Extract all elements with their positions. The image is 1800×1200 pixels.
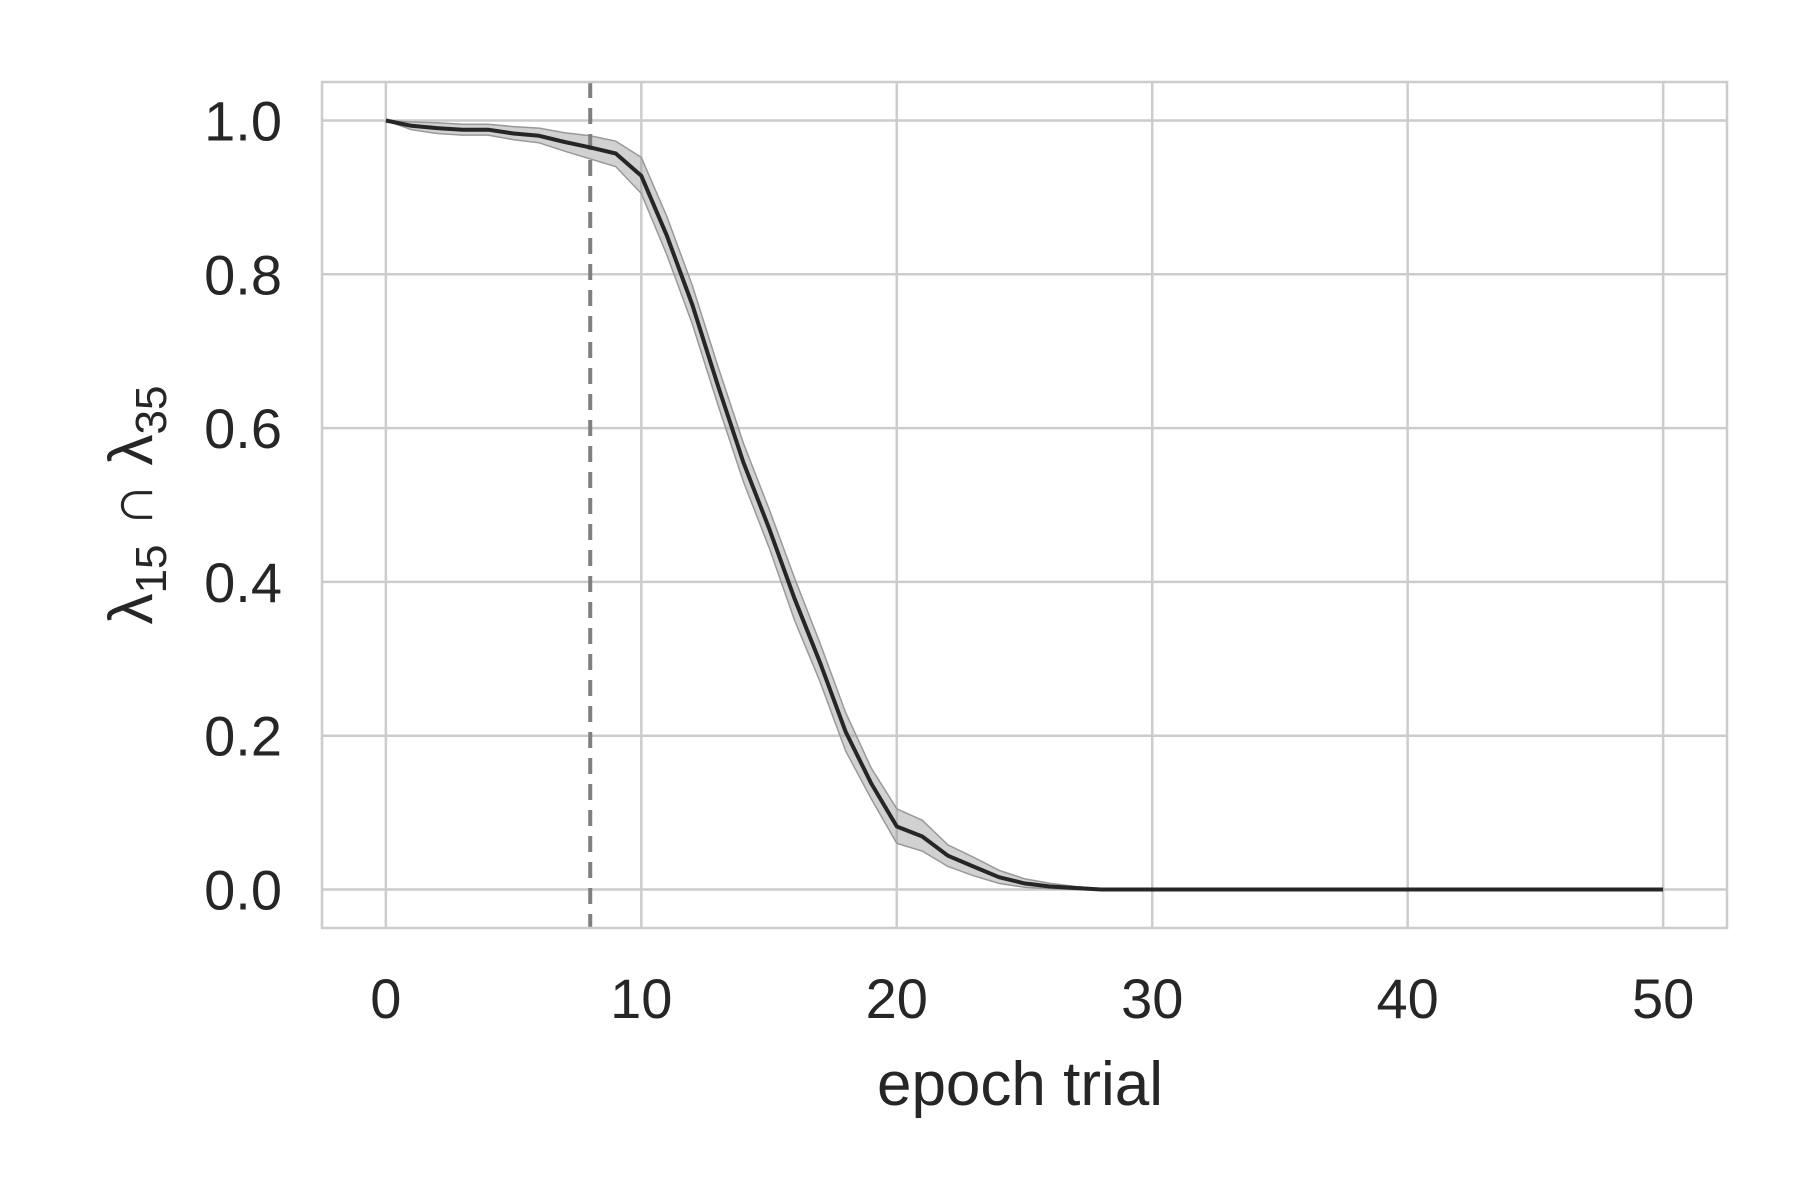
x-tick-label: 10: [610, 967, 672, 1030]
x-tick-label: 50: [1632, 967, 1694, 1030]
series-line-group: [385, 118, 1664, 892]
y-label-subscript-1: 15: [127, 545, 176, 594]
x-tick-label: 20: [866, 967, 928, 1030]
y-tick-label: 1.0: [204, 89, 282, 152]
confidence-band: [385, 119, 1664, 891]
y-label-subscript-2: 35: [127, 386, 176, 435]
x-axis-label: epoch trial: [877, 1050, 1163, 1119]
plot-frame: [320, 80, 1729, 930]
y-tick-label: 0.4: [204, 551, 282, 614]
x-tick-label: 0: [370, 967, 401, 1030]
y-tick-label: 0.6: [204, 397, 282, 460]
x-tick-label: 40: [1377, 967, 1439, 1030]
x-tick-label: 30: [1121, 967, 1183, 1030]
grid: [322, 82, 1727, 928]
y-label-operator: ∩: [97, 465, 166, 544]
y-axis-label: λ15 ∩ λ35: [97, 386, 176, 625]
y-label-lambda-1: λ: [97, 593, 166, 624]
y-tick-label: 0.8: [204, 243, 282, 306]
y-tick-labels: 0.0 0.2 0.4 0.6 0.8 1.0: [204, 89, 282, 921]
confidence-band-group: [385, 119, 1664, 891]
series-line: [385, 118, 1664, 892]
x-tick-labels: 0 10 20 30 40 50: [370, 967, 1694, 1030]
y-label-lambda-2: λ: [97, 434, 166, 465]
y-tick-label: 0.0: [204, 859, 282, 922]
y-tick-label: 0.2: [204, 705, 282, 768]
